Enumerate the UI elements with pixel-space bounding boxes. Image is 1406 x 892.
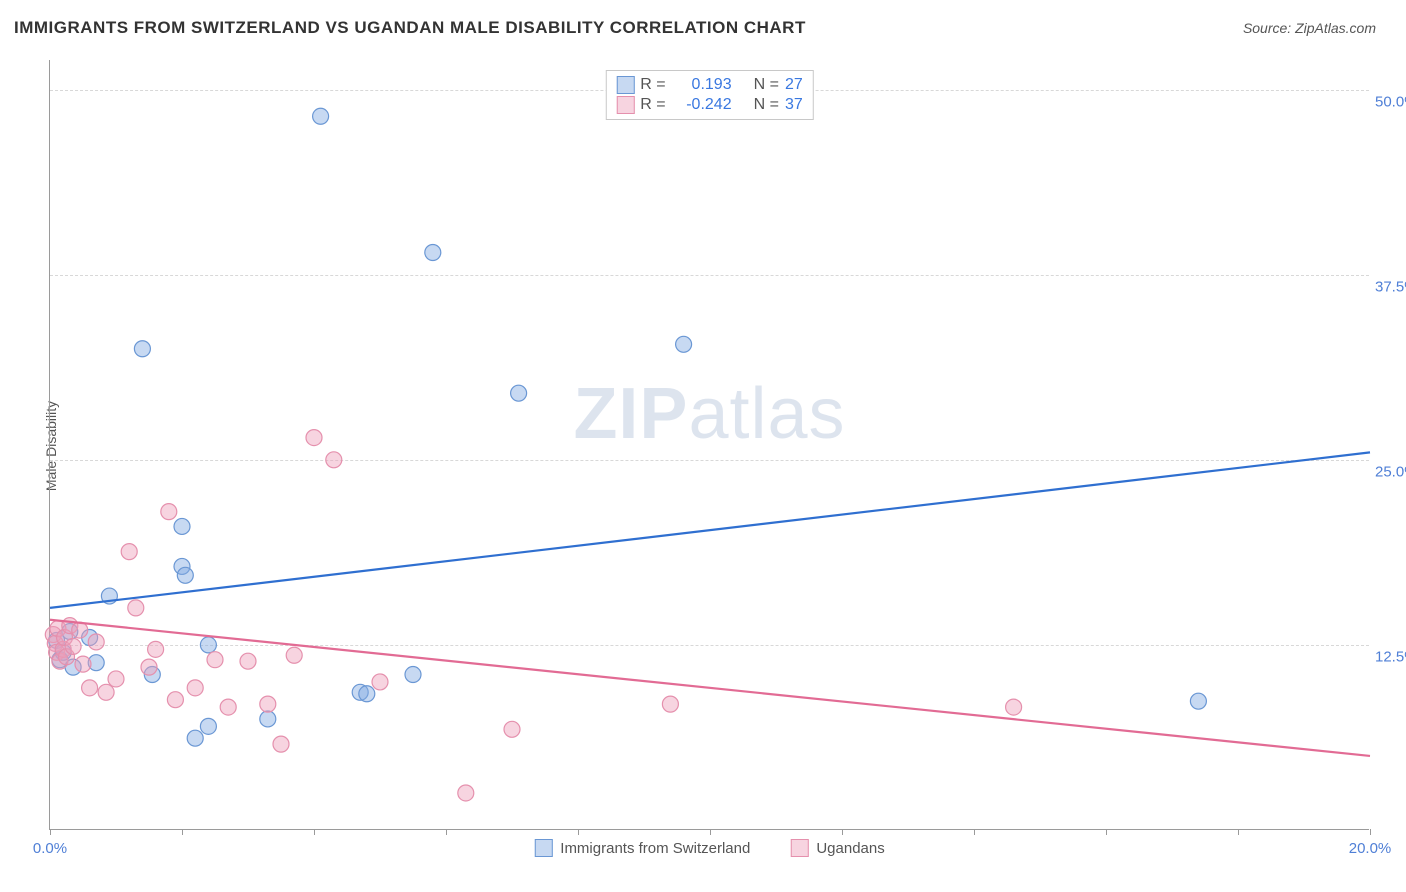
n-label-ugandan: N = — [754, 96, 779, 114]
data-point — [174, 518, 190, 534]
x-tick — [314, 829, 315, 835]
data-point — [425, 245, 441, 261]
x-tick — [446, 829, 447, 835]
n-value-swiss: 27 — [785, 76, 803, 94]
x-tick — [710, 829, 711, 835]
data-point — [134, 341, 150, 357]
x-tick-label: 20.0% — [1349, 840, 1392, 857]
legend-item-ugandan: Ugandans — [790, 839, 884, 857]
x-tick — [182, 829, 183, 835]
data-point — [306, 430, 322, 446]
data-point — [141, 659, 157, 675]
data-point — [458, 785, 474, 801]
data-point — [82, 680, 98, 696]
data-point — [326, 452, 342, 468]
legend-row-ugandan: R = -0.242 N = 37 — [616, 95, 802, 115]
x-tick — [50, 829, 51, 835]
swatch-ugandan — [616, 96, 634, 114]
chart-container: IMMIGRANTS FROM SWITZERLAND VS UGANDAN M… — [0, 0, 1406, 892]
x-tick — [1370, 829, 1371, 835]
legend-item-swiss: Immigrants from Switzerland — [534, 839, 750, 857]
r-label-ugandan: R = — [640, 96, 665, 114]
y-tick-label: 12.5% — [1375, 648, 1406, 665]
data-point — [167, 692, 183, 708]
data-point — [148, 641, 164, 657]
data-point — [504, 721, 520, 737]
data-point — [161, 504, 177, 520]
legend-correlation: R = 0.193 N = 27 R = -0.242 N = 37 — [605, 70, 813, 120]
r-value-ugandan: -0.242 — [672, 96, 732, 114]
n-value-ugandan: 37 — [785, 96, 803, 114]
data-point — [1006, 699, 1022, 715]
data-point — [128, 600, 144, 616]
data-point — [405, 667, 421, 683]
swatch-ugandan-bottom — [790, 839, 808, 857]
legend-series: Immigrants from Switzerland Ugandans — [534, 839, 884, 857]
data-point — [511, 385, 527, 401]
x-tick — [974, 829, 975, 835]
swatch-swiss-bottom — [534, 839, 552, 857]
source-label: Source: ZipAtlas.com — [1243, 20, 1376, 36]
x-tick — [1238, 829, 1239, 835]
data-point — [187, 730, 203, 746]
data-point — [220, 699, 236, 715]
data-point — [177, 567, 193, 583]
n-label-swiss: N = — [754, 76, 779, 94]
data-point — [207, 652, 223, 668]
trend-line — [50, 620, 1370, 756]
legend-row-swiss: R = 0.193 N = 27 — [616, 75, 802, 95]
header: IMMIGRANTS FROM SWITZERLAND VS UGANDAN M… — [0, 0, 1406, 46]
data-point — [313, 108, 329, 124]
data-point — [108, 671, 124, 687]
data-point — [98, 684, 114, 700]
data-point — [240, 653, 256, 669]
trend-line — [50, 452, 1370, 607]
data-point — [72, 622, 88, 638]
data-point — [359, 686, 375, 702]
data-point — [121, 544, 137, 560]
y-tick-label: 50.0% — [1375, 93, 1406, 110]
legend-label-ugandan: Ugandans — [816, 840, 884, 857]
chart-title: IMMIGRANTS FROM SWITZERLAND VS UGANDAN M… — [14, 18, 806, 38]
plot-area: ZIPatlas R = 0.193 N = 27 R = -0.242 N =… — [49, 60, 1369, 830]
legend-label-swiss: Immigrants from Switzerland — [560, 840, 750, 857]
data-point — [1190, 693, 1206, 709]
data-point — [75, 656, 91, 672]
x-tick — [578, 829, 579, 835]
r-value-swiss: 0.193 — [672, 76, 732, 94]
data-point — [200, 637, 216, 653]
x-tick — [842, 829, 843, 835]
data-point — [260, 711, 276, 727]
data-point — [200, 718, 216, 734]
data-point — [273, 736, 289, 752]
scatter-svg — [50, 60, 1369, 829]
data-point — [260, 696, 276, 712]
x-tick — [1106, 829, 1107, 835]
y-tick-label: 37.5% — [1375, 278, 1406, 295]
data-point — [88, 634, 104, 650]
data-point — [372, 674, 388, 690]
data-point — [187, 680, 203, 696]
y-tick-label: 25.0% — [1375, 463, 1406, 480]
x-tick-label: 0.0% — [33, 840, 67, 857]
data-point — [65, 638, 81, 654]
data-point — [286, 647, 302, 663]
swatch-swiss — [616, 76, 634, 94]
data-point — [662, 696, 678, 712]
r-label-swiss: R = — [640, 76, 665, 94]
data-point — [676, 336, 692, 352]
